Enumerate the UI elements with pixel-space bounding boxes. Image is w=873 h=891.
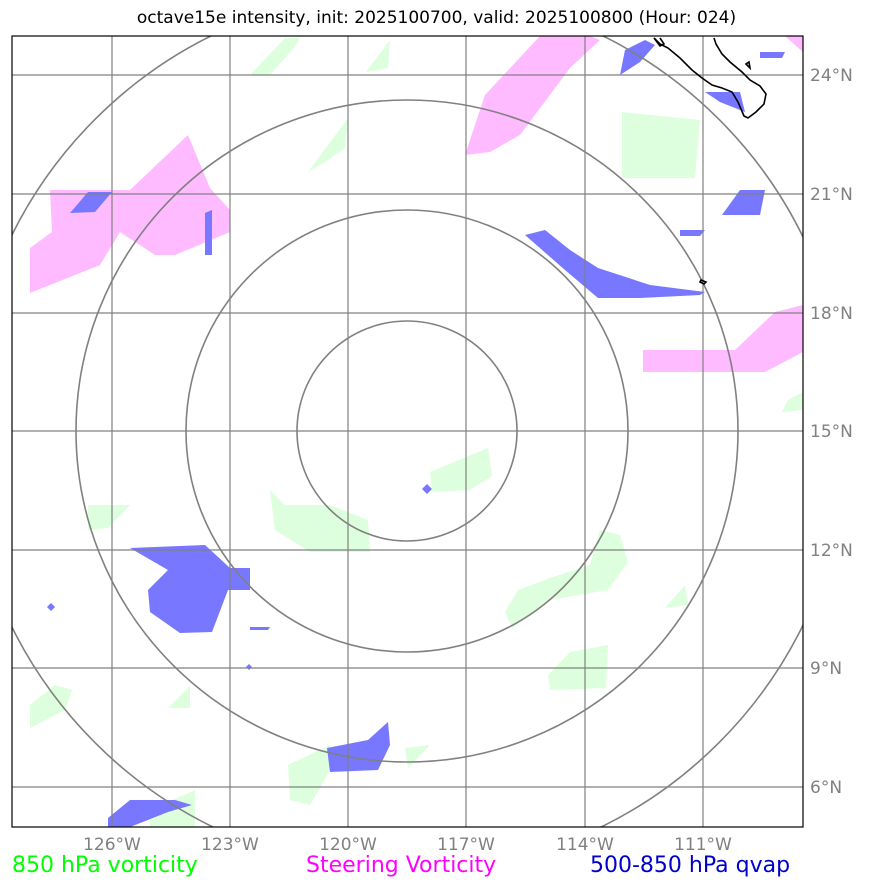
green-patch — [622, 112, 700, 178]
legend-qvap: 500-850 hPa qvap — [590, 853, 791, 878]
lat-tick-label: 12°N — [810, 541, 853, 561]
green-patch — [250, 38, 300, 75]
coastline-island — [744, 60, 752, 71]
green-patch — [782, 392, 803, 412]
range-ring — [185, 209, 629, 653]
legend-steering-vorticity: Steering Vorticity — [306, 853, 497, 878]
green-patch — [288, 745, 330, 805]
map-title: octave15e intensity, init: 2025100700, v… — [136, 8, 737, 28]
blue-patch — [525, 230, 705, 298]
green-patch — [308, 118, 348, 172]
lon-tick-label: 117°W — [437, 835, 495, 855]
lon-tick-labels: 126°W 123°W 120°W 117°W 114°W 111°W — [83, 835, 732, 855]
lat-tick-label: 6°N — [810, 778, 842, 798]
green-patch — [88, 505, 130, 530]
lat-tick-label: 15°N — [810, 422, 853, 442]
green-patch — [665, 585, 688, 608]
green-patch — [366, 40, 390, 72]
range-ring — [75, 99, 739, 763]
blue-patch — [760, 52, 785, 58]
qvap-fields — [47, 40, 785, 827]
magenta-patch — [785, 36, 803, 52]
range-ring — [12, 36, 803, 827]
legend-850-vorticity: 850 hPa vorticity — [12, 853, 198, 878]
lat-tick-labels: 24°N 21°N 18°N 15°N 12°N 9°N 6°N — [810, 66, 853, 798]
green-patch — [430, 448, 492, 492]
coastline-baja — [653, 37, 767, 119]
coastline-islet — [698, 278, 708, 285]
blue-patch — [680, 230, 705, 236]
green-patch — [168, 686, 190, 708]
graticule — [12, 36, 803, 827]
lon-tick-label: 126°W — [83, 835, 141, 855]
lon-tick-label: 114°W — [556, 835, 614, 855]
steering-vorticity-fields — [30, 36, 803, 372]
map-frame — [11, 35, 804, 828]
blue-patch — [246, 664, 252, 670]
blue-patch — [108, 800, 192, 827]
lat-tick-label: 9°N — [810, 659, 842, 679]
green-patch — [505, 530, 628, 628]
green-patch — [30, 685, 72, 728]
blue-patch — [705, 92, 745, 112]
magenta-patch — [643, 305, 803, 372]
blue-patch — [70, 192, 112, 213]
range-ring — [296, 320, 518, 542]
blue-patch — [620, 40, 655, 75]
lat-tick-label: 24°N — [810, 66, 853, 86]
blue-patch — [722, 190, 765, 215]
vorticity-850-fields — [30, 38, 803, 827]
range-rings — [12, 36, 803, 827]
blue-patch — [327, 722, 390, 772]
blue-patch — [205, 210, 212, 255]
blue-patch — [47, 603, 55, 611]
lon-tick-label: 120°W — [319, 835, 377, 855]
green-patch — [270, 490, 370, 552]
magenta-patch — [30, 135, 230, 293]
blue-patch — [250, 627, 270, 630]
coastline-baja-tip — [653, 37, 666, 48]
coastline — [653, 37, 767, 285]
magenta-patch — [465, 36, 600, 155]
blue-patch — [130, 545, 250, 633]
lon-tick-label: 111°W — [674, 835, 732, 855]
lat-tick-label: 21°N — [810, 185, 853, 205]
lat-tick-label: 18°N — [810, 304, 853, 324]
lon-tick-label: 123°W — [201, 835, 259, 855]
green-patch — [405, 745, 430, 768]
blue-patch — [422, 484, 432, 494]
